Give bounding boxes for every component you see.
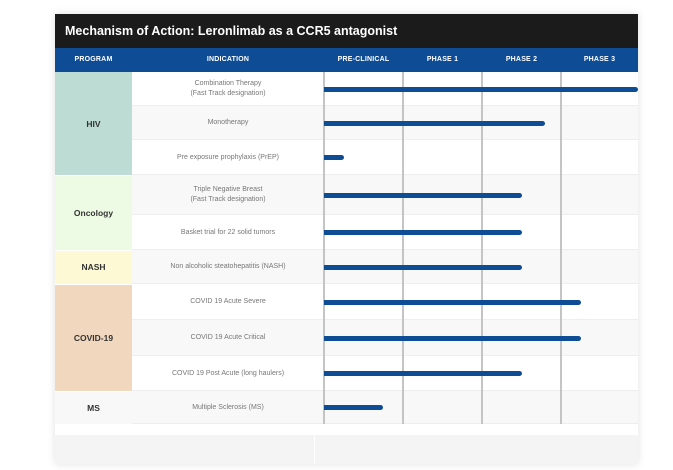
indication-cell: COVID 19 Acute Severe	[132, 284, 324, 320]
header-phase-1: PHASE 1	[426, 56, 459, 63]
program-covid-19: COVID-19	[55, 284, 132, 391]
header-program: PROGRAM	[74, 56, 113, 63]
row-background	[132, 140, 638, 175]
indication-label: Pre exposure prophylaxis (PrEP)	[177, 153, 279, 161]
program-ms: MS	[55, 391, 132, 424]
header-phase-2: PHASE 2	[505, 56, 538, 63]
row-divider	[132, 390, 638, 391]
table-footer	[55, 435, 638, 464]
progress-bar-covid-19-post-acute-long-haulers	[324, 371, 522, 376]
indication-cell: Pre exposure prophylaxis (PrEP)	[132, 140, 324, 175]
program-label: COVID-19	[73, 332, 114, 343]
indication-label: Basket trial for 22 solid tumors	[180, 228, 276, 236]
row-divider	[132, 214, 638, 215]
program-label: MS	[87, 402, 100, 413]
header-pre-clinical: PRE-CLINICAL	[337, 56, 390, 63]
row-divider	[132, 355, 638, 356]
indication-label: (Fast Track designation)	[190, 90, 266, 97]
header-indication: INDICATION	[206, 56, 250, 63]
program-divider	[55, 175, 132, 176]
indication-cell: COVID 19 Acute Critical	[132, 320, 324, 356]
header-row: PROGRAM INDICATION PRE-CLINICAL PHASE 1 PHAS…	[55, 48, 638, 72]
program-label: HIV	[86, 118, 101, 129]
indication-cell: COVID 19 Post Acute (long haulers)	[132, 356, 324, 391]
progress-bar-monotherapy	[324, 120, 546, 126]
indication-label: Combination Therapy	[194, 80, 262, 87]
progress-bar-multiple-sclerosis-ms	[324, 405, 384, 410]
phase-gridline	[481, 72, 483, 424]
indication-cell: Monotherapy	[132, 106, 324, 140]
indication-label: Non alcoholic steatohepatitis (NASH)	[170, 263, 286, 270]
indication-cell: Triple Negative Breast (Fast Track design…	[132, 175, 324, 215]
phase-gridline	[402, 72, 404, 424]
progress-bar-pre-exposure-prophylaxis-prep	[324, 155, 344, 160]
title-bar: Mechanism of Action: Leronlimab as a CCR…	[55, 14, 638, 48]
row-divider	[132, 139, 638, 140]
indication-label: (Fast Track designation)	[190, 196, 266, 203]
pipeline-card: Mechanism of Action: Leronlimab as a CCR…	[55, 14, 638, 464]
indication-cell: Combination Therapy (Fast Track designati…	[132, 72, 324, 106]
program-hiv: HIV	[55, 72, 132, 175]
indication-label: COVID 19 Acute Critical	[190, 334, 266, 341]
progress-bar-basket-trial-for-22-solid-tumors	[324, 230, 522, 235]
row-divider	[132, 105, 638, 106]
program-divider	[55, 250, 132, 251]
row-divider	[132, 283, 638, 284]
row-background	[132, 391, 638, 424]
progress-bar-covid-19-acute-severe	[324, 299, 581, 305]
indication-label: COVID 19 Post Acute (long haulers)	[171, 369, 285, 377]
phase-gridline	[323, 72, 325, 424]
program-divider	[55, 284, 132, 285]
program-label: NASH	[81, 262, 106, 272]
progress-bar-triple-negative-breast	[324, 192, 522, 198]
progress-bar-combination-therapy	[324, 86, 638, 92]
row-divider	[132, 174, 638, 175]
chart-title: Mechanism of Action: Leronlimab as a CCR…	[65, 24, 398, 38]
program-label: Oncology	[73, 207, 114, 218]
indication-cell: Non alcoholic steatohepatitis (NASH)	[132, 250, 324, 284]
footer-divider	[314, 435, 315, 464]
row-divider	[132, 319, 638, 320]
program-divider	[55, 391, 132, 392]
program-nash: NASH	[55, 250, 132, 284]
program-oncology: Oncology	[55, 175, 132, 250]
indication-label: Multiple Sclerosis (MS)	[192, 403, 264, 411]
progress-bar-non-alcoholic-steatohepatitis-nash	[324, 264, 522, 270]
header-phase-3: PHASE 3	[583, 56, 616, 63]
row-divider	[132, 249, 638, 250]
indication-cell: Basket trial for 22 solid tumors	[132, 215, 324, 250]
phase-gridline	[560, 72, 562, 424]
row-divider	[132, 423, 638, 424]
progress-bar-covid-19-acute-critical	[324, 335, 581, 341]
indication-cell: Multiple Sclerosis (MS)	[132, 391, 324, 424]
indication-label: Monotherapy	[207, 119, 249, 126]
indication-label: Triple Negative Breast	[193, 186, 263, 193]
indication-label: COVID 19 Acute Severe	[190, 298, 266, 305]
